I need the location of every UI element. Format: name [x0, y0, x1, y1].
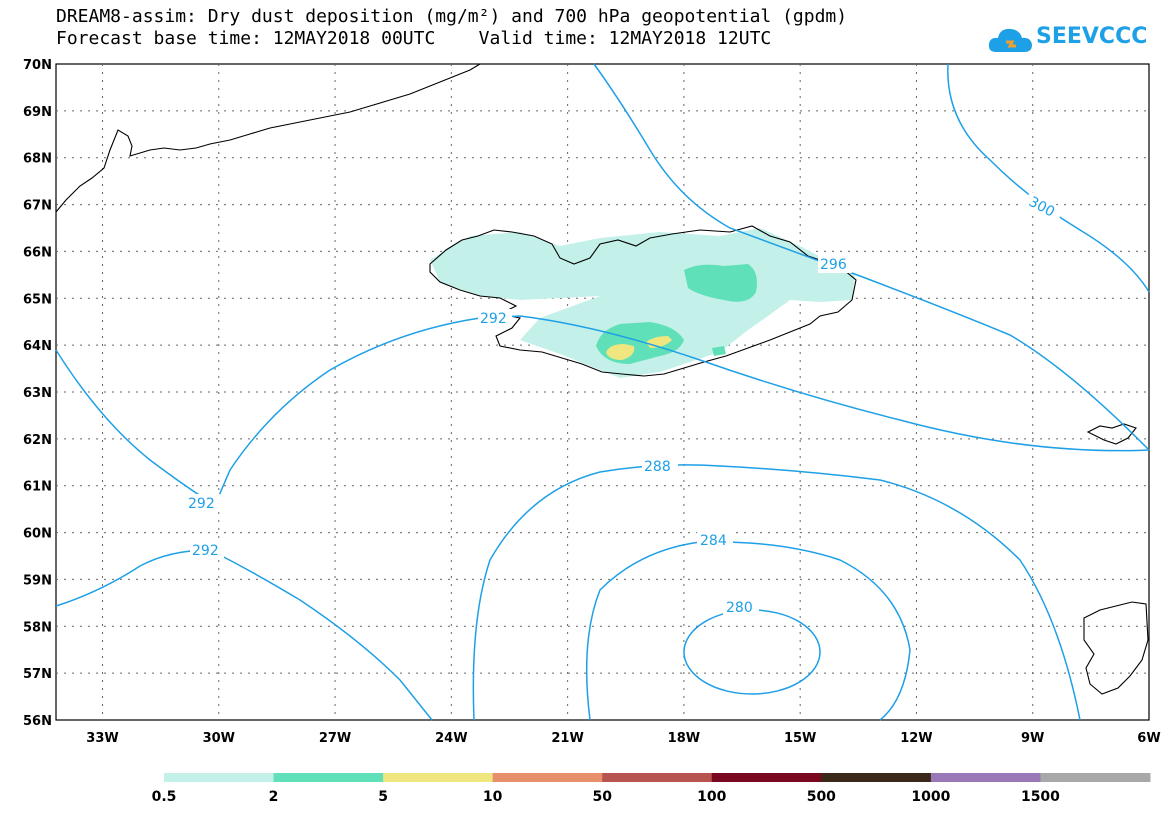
- cloud-icon: [988, 28, 1032, 52]
- lat-label: 67N: [23, 199, 52, 214]
- lat-label: 60N: [23, 527, 52, 542]
- legend-swatch: [273, 773, 384, 782]
- legend-swatch: [1040, 773, 1151, 782]
- legend-label: 500: [807, 789, 836, 805]
- lon-label: 21W: [551, 731, 583, 746]
- lat-label: 69N: [23, 105, 52, 120]
- logo-text: SEEVCCC: [1036, 24, 1148, 49]
- color-legend: 0.5 2 5 10 50 100 500 1000 1500: [152, 773, 1151, 805]
- lon-label: 33W: [86, 731, 118, 746]
- legend-swatch: [821, 773, 932, 782]
- legend-label: 2: [269, 789, 279, 805]
- lat-label: 63N: [23, 386, 52, 401]
- contour-label-284: 284: [700, 533, 727, 549]
- legend-swatch: [492, 773, 603, 782]
- greenland-coast: [55, 63, 481, 213]
- lat-label: 68N: [23, 152, 52, 167]
- legend-label: 100: [697, 789, 726, 805]
- chart-title-line-1: DREAM8-assim: Dry dust deposition (mg/m²…: [56, 6, 848, 27]
- contour-label-296: 296: [820, 257, 847, 273]
- contour-label-288: 288: [644, 459, 671, 475]
- legend-label: 5: [378, 789, 388, 805]
- legend-label: 1000: [911, 789, 950, 805]
- scotland-coast: [1083, 601, 1149, 695]
- lat-label: 64N: [23, 339, 52, 354]
- lon-label: 9W: [1021, 731, 1044, 746]
- contour-288: [472, 464, 1081, 721]
- contour-284: [585, 541, 911, 721]
- lat-label: 65N: [23, 292, 52, 307]
- lat-label: 62N: [23, 433, 52, 448]
- legend-label: 10: [483, 789, 503, 805]
- legend-swatch: [930, 773, 1041, 782]
- lat-label: 66N: [23, 245, 52, 260]
- latitude-labels: 70N 69N 68N 67N 66N 65N 64N 63N 62N 61N 60N 59N 58N 5…: [23, 58, 52, 729]
- legend-swatch: [602, 773, 713, 782]
- lat-label: 58N: [23, 620, 52, 635]
- dust-area-2-small: [712, 346, 726, 356]
- dust-area-2-north: [684, 264, 757, 302]
- contour-labels: 292 292 292 296 300 288 284 280: [186, 191, 1065, 616]
- lon-label: 18W: [668, 731, 700, 746]
- contour-label-292-iceland: 292: [480, 311, 507, 327]
- map-frame: [55, 63, 1150, 721]
- contour-292-upper: [55, 315, 1150, 507]
- legend-label: 50: [592, 789, 612, 805]
- legend-label: 1500: [1021, 789, 1060, 805]
- legend-label: 0.5: [152, 789, 177, 805]
- lon-label: 6W: [1137, 731, 1160, 746]
- lat-label: 56N: [23, 714, 52, 729]
- lon-label: 12W: [900, 731, 932, 746]
- longitude-labels: 33W 30W 27W 24W 21W 18W 15W 12W 9W 6W: [86, 731, 1160, 746]
- lat-label: 59N: [23, 573, 52, 588]
- lon-label: 15W: [784, 731, 816, 746]
- seevccc-logo: SEEVCCC: [986, 20, 1148, 60]
- lon-label: 27W: [319, 731, 351, 746]
- lon-label: 30W: [203, 731, 235, 746]
- contour-label-280: 280: [726, 600, 753, 616]
- legend-swatch: [383, 773, 494, 782]
- dust-deposition-shading: [430, 228, 855, 378]
- legend-swatch: [164, 773, 275, 782]
- lat-label: 70N: [23, 58, 52, 73]
- lat-label: 61N: [23, 480, 52, 495]
- legend-swatch: [711, 773, 822, 782]
- contour-300: [947, 63, 1150, 293]
- dust-area-5-a: [606, 344, 635, 360]
- contour-label-292-west: 292: [188, 496, 215, 512]
- iceland-coast: [429, 225, 857, 377]
- chart-title-line-2: Forecast base time: 12MAY2018 00UTC Vali…: [56, 28, 772, 49]
- lon-label: 24W: [435, 731, 467, 746]
- contour-label-292-south: 292: [192, 543, 219, 559]
- lat-label: 57N: [23, 667, 52, 682]
